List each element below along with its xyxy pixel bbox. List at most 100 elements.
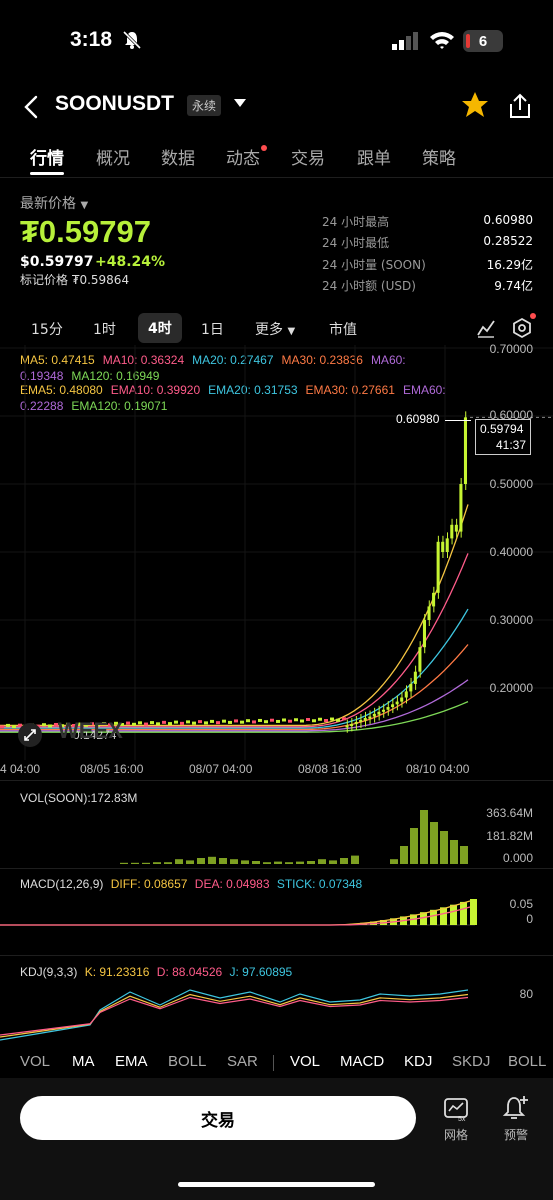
candle <box>409 683 413 692</box>
candle <box>264 720 268 724</box>
tab-copytrade[interactable]: 跟单 <box>357 149 391 169</box>
pair-title[interactable]: SOONUSDT <box>55 92 175 115</box>
vol-tick-2: 0.000 <box>502 851 533 865</box>
silent-bell-icon <box>122 30 142 50</box>
candle <box>186 720 190 724</box>
kdj-chart <box>0 989 469 1041</box>
ma-legend: MA5: 0.47415 MA10: 0.36324 MA20: 0.27467 MA… <box>20 353 406 383</box>
kdj-j-line <box>0 989 469 1041</box>
indicator-sar[interactable]: SAR <box>227 1053 258 1070</box>
volume-bar <box>120 862 128 864</box>
candle <box>336 718 340 722</box>
macd-dea-line <box>0 906 471 926</box>
interval-1h[interactable]: 1时 <box>93 322 116 338</box>
vol-label: VOL(SOON):172.83M <box>20 791 138 805</box>
indicator-icon[interactable] <box>476 318 496 338</box>
candle <box>300 719 304 723</box>
tab-trade[interactable]: 交易 <box>291 149 325 169</box>
watermark: WEEX <box>58 718 123 743</box>
indicator-ema[interactable]: EMA <box>115 1053 148 1070</box>
volume-bar <box>351 855 359 864</box>
indicator-skdj[interactable]: SKDJ <box>452 1053 491 1070</box>
candle <box>60 724 64 728</box>
tab-strategy[interactable]: 策略 <box>422 149 456 169</box>
candle <box>240 720 244 724</box>
volume-bar <box>410 828 418 864</box>
ma-curve <box>0 504 469 727</box>
mark-price: 标记价格 ₮0.59864 <box>20 273 130 287</box>
stat-high-value: 0.60980 <box>483 213 533 227</box>
interval-4h[interactable]: 4时 <box>138 313 182 343</box>
tab-news[interactable]: 动态 <box>226 149 260 169</box>
candle <box>445 538 449 552</box>
interval-more[interactable]: 更多 ▼ <box>255 322 296 338</box>
candle <box>270 718 274 722</box>
chart-settings-icon[interactable] <box>511 317 533 339</box>
vol-tick-0: 363.64M <box>486 806 533 820</box>
interval-marketcap[interactable]: 市值 <box>329 322 357 338</box>
tab-market[interactable]: 行情 <box>30 149 64 169</box>
expand-icon[interactable] <box>17 722 43 748</box>
interval-1d[interactable]: 1日 <box>201 322 224 338</box>
candle <box>413 671 417 684</box>
indicator-ma[interactable]: MA <box>72 1053 95 1070</box>
candle <box>395 701 399 705</box>
candle <box>459 484 463 532</box>
price-change: +48.24% <box>95 254 166 270</box>
indicator-boll-sub[interactable]: BOLL <box>508 1053 547 1070</box>
candle <box>162 720 166 724</box>
favorite-star-icon[interactable] <box>460 90 490 120</box>
candle <box>132 722 136 726</box>
tab-data[interactable]: 数据 <box>161 149 195 169</box>
current-price-tag: 0.59794 41:37 <box>475 419 531 455</box>
candle <box>66 722 70 726</box>
candle <box>377 711 381 715</box>
volume-bar <box>307 861 315 864</box>
ma-curve <box>0 608 469 729</box>
settings-dot <box>530 313 536 319</box>
stat-turnover-value: 9.74亿 <box>494 279 533 293</box>
volume-bar <box>208 856 216 864</box>
tabs-separator <box>273 1055 274 1071</box>
candlestick-chart[interactable] <box>0 345 553 760</box>
active-tab-indicator <box>30 172 64 175</box>
indicator-vol-sub[interactable]: VOL <box>290 1053 321 1070</box>
candle <box>222 719 226 723</box>
indicator-kdj[interactable]: KDJ <box>404 1053 433 1070</box>
candle <box>144 722 148 726</box>
candle <box>102 722 106 726</box>
candle-countdown: 41:37 <box>495 438 526 452</box>
pair-dropdown-icon[interactable] <box>233 98 247 108</box>
indicator-boll[interactable]: BOLL <box>168 1053 207 1070</box>
candle <box>180 721 184 725</box>
indicator-vol[interactable]: VOL <box>20 1053 51 1070</box>
candle <box>404 691 408 698</box>
candle <box>359 719 363 722</box>
candle <box>427 606 431 620</box>
y-tick-030: 0.30000 <box>489 613 533 627</box>
candle <box>386 707 390 710</box>
back-arrow-icon[interactable] <box>22 94 44 120</box>
interval-15m[interactable]: 15分 <box>31 322 63 338</box>
latest-price-label[interactable]: 最新价格 ▼ <box>20 196 89 212</box>
candle <box>354 722 358 725</box>
tab-overview[interactable]: 概况 <box>96 149 130 169</box>
trade-button[interactable]: 交易 <box>20 1096 416 1140</box>
low-marker: 0.14274 <box>73 728 117 742</box>
macd-chart <box>0 899 477 926</box>
macd-bar <box>450 904 457 925</box>
grid-button[interactable]: 5x 网格 <box>443 1096 469 1143</box>
candle <box>276 719 280 723</box>
share-icon[interactable] <box>507 92 533 120</box>
volume-bar <box>340 858 348 864</box>
indicator-macd[interactable]: MACD <box>340 1053 385 1070</box>
stat-low-label: 24 小时最低 <box>322 236 390 250</box>
volume-chart <box>120 810 468 864</box>
x-tick-2: 08/07 04:00 <box>189 762 253 776</box>
volume-bar <box>460 846 468 864</box>
candle <box>216 721 220 725</box>
candle <box>96 723 100 727</box>
alert-button[interactable]: 预警 <box>502 1094 530 1143</box>
volume-bar <box>175 859 183 864</box>
candle <box>418 647 422 672</box>
